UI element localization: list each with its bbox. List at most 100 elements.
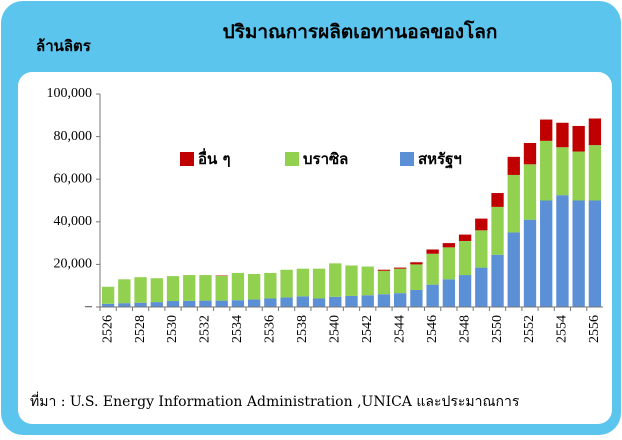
x-tick-label: 2548 [457, 315, 472, 343]
x-tick-label: 2536 [263, 315, 278, 343]
bar-segment [167, 276, 179, 301]
bar-segment [216, 301, 228, 307]
bar-segment [524, 164, 536, 219]
bar-segment [378, 294, 390, 307]
bar-segment [443, 279, 455, 307]
chart-title: ปริมาณการผลิตเอทานอลของโลก [223, 20, 498, 43]
bar-segment [378, 271, 390, 294]
bar-segment [426, 285, 438, 307]
bar-segment [394, 268, 406, 269]
x-tick-label: 2556 [587, 315, 602, 343]
x-tick-label: 2552 [522, 315, 537, 343]
bar-segment [183, 275, 195, 301]
bar-segment [134, 303, 146, 307]
x-tick-label: 2550 [490, 315, 505, 343]
bar-segment [491, 193, 503, 207]
y-axis-label: ล้านลิตร [36, 37, 92, 55]
bar-segment [589, 118, 601, 145]
legend-label: สหรัฐฯ [418, 150, 462, 169]
bar-segment [102, 287, 114, 304]
bar-segment [232, 273, 244, 300]
bar-segment [508, 232, 520, 307]
bar-segment [199, 301, 211, 307]
bar-segment [345, 296, 357, 307]
bar-segment [540, 120, 552, 141]
x-tick-label: 2542 [360, 315, 375, 343]
bar-segment [426, 249, 438, 253]
bar-segment [443, 247, 455, 279]
x-tick-label: 2530 [165, 315, 180, 343]
bar-segment [410, 262, 422, 264]
bar-segment [491, 255, 503, 307]
x-tick-label: 2534 [230, 315, 245, 343]
bar-segment [426, 254, 438, 285]
bar-segment [524, 220, 536, 307]
bar-segment [540, 141, 552, 201]
bar-segment [572, 152, 584, 201]
bar-segment [362, 295, 374, 307]
x-tick-label: 2532 [198, 315, 213, 343]
bar-segment [248, 274, 260, 300]
bar-segment [475, 268, 487, 307]
y-tick-label: – [84, 299, 93, 314]
bar-segment [264, 298, 276, 307]
plot-panel [18, 72, 612, 424]
bar-segment [589, 201, 601, 308]
bar-segment [313, 269, 325, 299]
bar-segment [264, 273, 276, 299]
legend-swatch [285, 152, 299, 166]
bar-segment [508, 175, 520, 233]
bar-segment [151, 302, 163, 307]
legend-label: บราซิล [303, 150, 348, 168]
source-note: ที่มา : U.S. Energy Information Administ… [30, 392, 520, 410]
bar-segment [199, 275, 211, 301]
y-tick-label: 20,000 [54, 257, 93, 272]
bar-segment [280, 270, 292, 298]
bar-segment [297, 269, 309, 297]
bar-segment [524, 143, 536, 164]
bar-segment [216, 276, 228, 301]
bar-segment [280, 297, 292, 307]
bar-segment [345, 265, 357, 295]
bar-segment [589, 145, 601, 200]
bar-segment [313, 298, 325, 307]
bar-segment [540, 201, 552, 308]
bar-segment [556, 123, 568, 147]
bar-segment [572, 126, 584, 152]
x-tick-label: 2540 [327, 315, 342, 343]
bar-segment [410, 290, 422, 307]
bar-segment [556, 195, 568, 307]
bar-segment [378, 270, 390, 271]
x-tick-label: 2554 [555, 315, 570, 343]
bar-segment [475, 219, 487, 231]
bar-segment [151, 278, 163, 302]
bar-segment [572, 201, 584, 308]
bar-segment [556, 147, 568, 195]
legend-swatch [400, 152, 414, 166]
y-tick-label: 100,000 [47, 86, 93, 101]
bar-segment [394, 293, 406, 307]
bar-segment [248, 300, 260, 307]
bar-segment [329, 263, 341, 296]
x-tick-label: 2528 [133, 315, 148, 343]
bar-segment [118, 279, 130, 303]
bar-segment [167, 301, 179, 307]
y-tick-label: 80,000 [54, 129, 93, 144]
bar-segment [362, 267, 374, 296]
bar-segment [297, 296, 309, 307]
y-tick-label: 60,000 [54, 171, 93, 186]
bar-segment [443, 243, 455, 247]
bar-segment [459, 235, 471, 241]
legend-label: อื่น ๆ [198, 148, 231, 168]
bar-segment [118, 303, 130, 307]
bar-segment [491, 207, 503, 255]
legend-swatch [180, 152, 194, 166]
x-tick-label: 2526 [100, 315, 115, 343]
bar-segment [459, 241, 471, 275]
y-tick-label: 40,000 [54, 214, 93, 229]
bar-segment [183, 301, 195, 307]
x-tick-label: 2538 [295, 315, 310, 343]
x-tick-label: 2546 [425, 315, 440, 343]
bar-segment [134, 277, 146, 303]
